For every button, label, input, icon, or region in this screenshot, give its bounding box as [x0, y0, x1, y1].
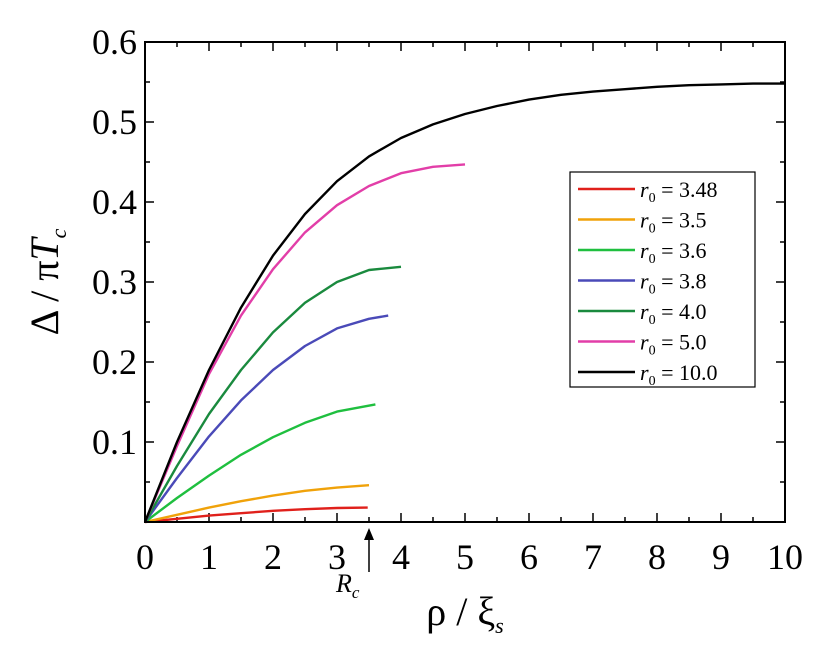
x-tick-label: 9 — [712, 537, 730, 577]
x-tick-label: 1 — [200, 537, 218, 577]
y-tick-label: 0.6 — [92, 22, 137, 62]
axis-labels: ρ / ξs Δ / πTc — [22, 228, 504, 638]
series-line-4 — [143, 265, 402, 523]
tick-labels: 0 1 2 3 4 5 6 7 8 9 10 0.1 0.2 0.3 0.4 0.5 0.6 — [92, 22, 803, 577]
y-axis-label: Δ / πTc — [22, 228, 71, 335]
series-line-5 — [143, 163, 466, 523]
rc-annotation: Rc — [335, 528, 374, 602]
legend-label: r0 = 3.5 — [640, 208, 706, 237]
x-tick-label: 8 — [648, 537, 666, 577]
x-tick-label: 7 — [584, 537, 602, 577]
y-tick-label: 0.3 — [92, 262, 137, 302]
plot-frame — [144, 41, 786, 523]
x-tick-label: 4 — [392, 537, 410, 577]
legend-label: r0 = 3.8 — [640, 269, 706, 298]
rc-arrow-head — [364, 528, 374, 540]
legend-label: r0 = 3.6 — [640, 238, 706, 267]
x-axis-label: ρ / ξs — [426, 589, 503, 638]
legend-label: r0 = 3.48 — [640, 177, 717, 206]
y-tick-label: 0.5 — [92, 102, 137, 142]
series-line-3 — [144, 314, 389, 523]
x-tick-label: 3 — [328, 537, 346, 577]
x-tick-label: 2 — [264, 537, 282, 577]
y-tick-label: 0.2 — [92, 342, 137, 382]
y-tick-label: 0.1 — [92, 422, 137, 462]
rc-label: Rc — [335, 569, 360, 602]
legend-label: r0 = 10.0 — [640, 360, 717, 389]
x-tick-label: 10 — [767, 537, 803, 577]
x-tick-label: 5 — [456, 537, 474, 577]
series-line-0 — [144, 506, 368, 524]
series-lines — [143, 82, 785, 524]
series-line-1 — [144, 484, 370, 524]
y-tick-label: 0.4 — [92, 182, 137, 222]
x-tick-label: 6 — [520, 537, 538, 577]
series-line-2 — [144, 403, 376, 523]
legend-label: r0 = 4.0 — [640, 299, 706, 328]
x-tick-label: 0 — [136, 537, 154, 577]
series-line-6 — [143, 82, 785, 523]
legend-label: r0 = 5.0 — [640, 330, 706, 359]
